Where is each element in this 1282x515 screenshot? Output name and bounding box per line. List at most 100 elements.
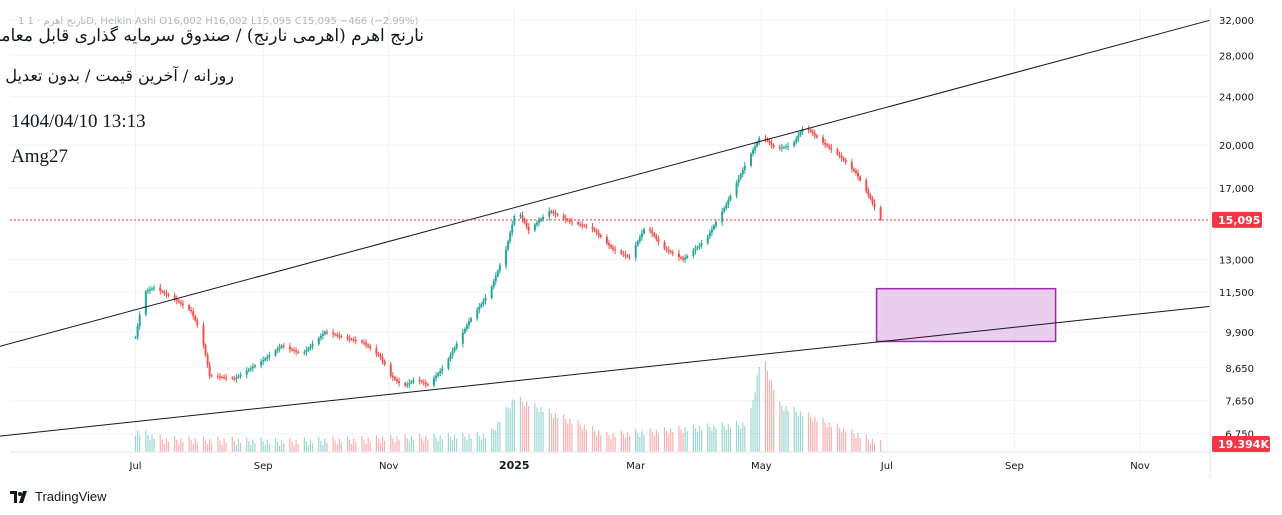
volume-bar (610, 439, 612, 452)
zones[interactable] (875, 287, 1057, 343)
candle-body (379, 355, 382, 358)
tradingview-brand[interactable]: TradingView (10, 489, 107, 504)
volume-bar (773, 389, 775, 452)
price-tick-label: 11,500 (1219, 288, 1254, 299)
volume-bar (822, 417, 824, 452)
volume-bar (698, 426, 701, 452)
candle-body (552, 212, 555, 214)
volume-bar (196, 442, 198, 452)
time-tick-label: Jul (880, 461, 893, 472)
candle-body (764, 138, 767, 140)
volume-bar (836, 423, 839, 452)
candle-body (519, 215, 522, 217)
volume-bar (867, 439, 869, 452)
candle-body (216, 375, 219, 377)
volume-bar (178, 443, 180, 452)
volume-bar (781, 406, 783, 452)
candle-body (247, 369, 250, 371)
time-axis[interactable]: Jul Sep Nov 2025 Mar May Jul Sep Nov (129, 459, 1150, 472)
candle-body (509, 232, 512, 242)
volume-bar (225, 442, 227, 452)
candle-body (363, 342, 366, 344)
volume-bar (447, 433, 450, 452)
candle-body (348, 338, 351, 340)
candle-body (813, 133, 816, 136)
volume-bar (606, 431, 608, 452)
candle-body (655, 236, 658, 240)
volume-bar (684, 427, 686, 452)
candle-body (276, 348, 279, 351)
volume-bar (569, 418, 571, 452)
candle-body (360, 340, 363, 343)
candle-body (338, 335, 341, 337)
volume-bar (404, 434, 406, 452)
volume-bar (824, 422, 826, 452)
candle-body (264, 358, 267, 361)
volume-bar (305, 441, 307, 452)
candle-body (649, 229, 652, 231)
candle-body (233, 378, 236, 380)
volume-bar (451, 440, 454, 452)
volume-bar (159, 434, 161, 452)
volume-bar (622, 434, 624, 452)
candle-body (521, 215, 524, 220)
candle-body (793, 141, 796, 147)
candle-body (365, 342, 368, 345)
candle-body (642, 229, 645, 234)
candle-body (391, 375, 394, 378)
candle-body (795, 138, 798, 142)
trendlines[interactable] (0, 19, 1211, 441)
volume-bar (351, 443, 353, 452)
candle-body (562, 215, 565, 219)
candle-body (194, 315, 197, 321)
candle-body (408, 382, 411, 385)
volume-badge: 19.394K (1212, 436, 1270, 452)
candle-body (496, 270, 499, 277)
volume-bar (563, 414, 565, 452)
volume-bar (174, 436, 176, 452)
candle-body (173, 295, 176, 300)
volume-bar (768, 380, 771, 452)
candle-body (663, 241, 666, 249)
volume-bar (219, 440, 221, 452)
volume-bar (799, 411, 801, 452)
candle-body (274, 350, 277, 356)
candle-body (422, 381, 425, 384)
candle-body (146, 290, 149, 292)
volume-bar (808, 412, 810, 452)
candle-body (235, 377, 238, 379)
candle-body (465, 325, 468, 329)
volume-bar (497, 421, 499, 452)
volume-bar (657, 433, 659, 452)
candle-body (478, 306, 481, 310)
time-tick-label: Mar (626, 461, 646, 472)
candle-body (692, 250, 695, 256)
volume-bar (766, 370, 769, 452)
volume-bar (499, 422, 501, 452)
volume-bar (398, 440, 400, 452)
volume-bar (297, 443, 299, 452)
candle-body (729, 195, 732, 201)
volume-bar (412, 440, 415, 452)
candle-body (651, 230, 654, 234)
price-tick-label: 28,000 (1219, 52, 1254, 63)
volume-bar (153, 438, 155, 452)
volume-bar (433, 433, 435, 452)
volume-bar (456, 438, 458, 452)
volume-bar (758, 367, 760, 452)
candle-body (260, 361, 263, 366)
candle-body (653, 233, 656, 237)
candle-body (406, 384, 409, 386)
candle-body (667, 249, 670, 252)
candle-body (671, 252, 674, 254)
candle-body (568, 220, 571, 222)
brand-name: TradingView (35, 489, 107, 504)
volume-bar (318, 437, 320, 452)
volume-bar (202, 436, 205, 452)
volume-bar (754, 392, 756, 452)
candle-body (280, 345, 283, 348)
price-axis[interactable]: 32,000 28,000 24,000 20,000 17,000 13,000 11,5… (1219, 16, 1254, 440)
candle-body (375, 348, 378, 354)
candle-body (741, 170, 744, 175)
